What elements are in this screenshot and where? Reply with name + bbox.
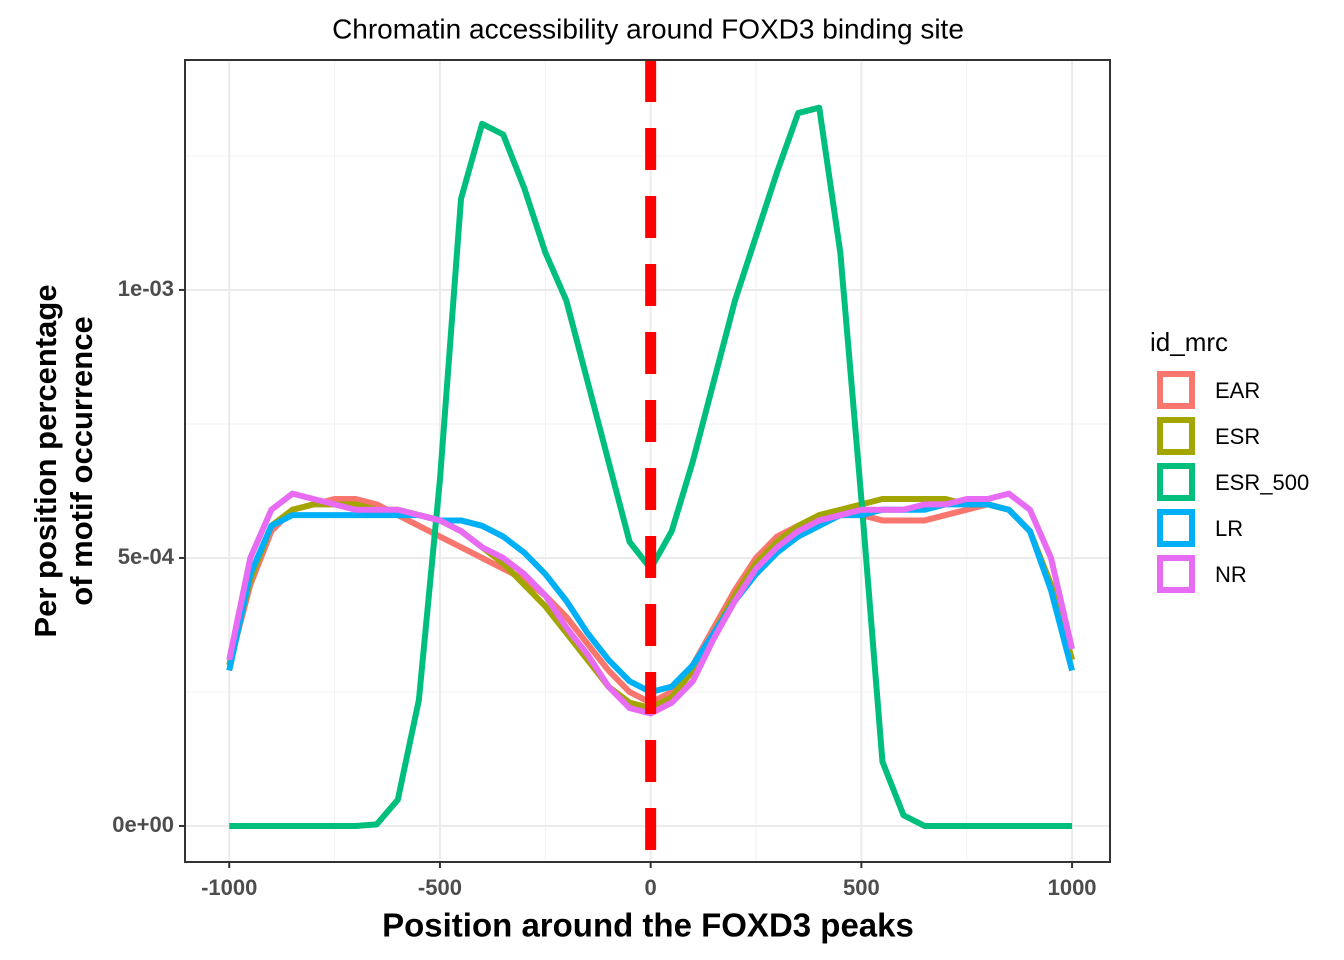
y-axis-label: Per position percentage of motif occurre…	[28, 284, 99, 637]
legend-key	[1157, 555, 1195, 593]
chart-title: Chromatin accessibility around FOXD3 bin…	[332, 13, 964, 44]
legend-title: id_mrc	[1150, 327, 1228, 357]
y-tick-label: 0e+00	[112, 812, 174, 837]
x-tick-label: 0	[645, 875, 657, 900]
y-axis-label-line: of motif occurrence	[64, 316, 99, 605]
legend-label: ESR	[1215, 424, 1260, 449]
legend-key	[1157, 417, 1195, 455]
legend-key	[1157, 463, 1195, 501]
legend-key	[1157, 371, 1195, 409]
panel-border	[184, 59, 1111, 863]
y-axis-label-line: Per position percentage	[28, 284, 63, 637]
legend-label: NR	[1215, 562, 1247, 587]
y-tick-label: 5e-04	[118, 544, 175, 569]
x-tick-label: -500	[418, 875, 462, 900]
legend-key	[1157, 509, 1195, 547]
legend-label: ESR_500	[1215, 470, 1309, 495]
x-tick-label: 1000	[1048, 875, 1097, 900]
x-axis-label: Position around the FOXD3 peaks	[382, 907, 914, 944]
legend-label: LR	[1215, 516, 1243, 541]
x-tick-label: -1000	[201, 875, 257, 900]
x-tick-label: 500	[843, 875, 880, 900]
y-tick-label: 1e-03	[118, 276, 174, 301]
legend-label: EAR	[1215, 378, 1260, 403]
